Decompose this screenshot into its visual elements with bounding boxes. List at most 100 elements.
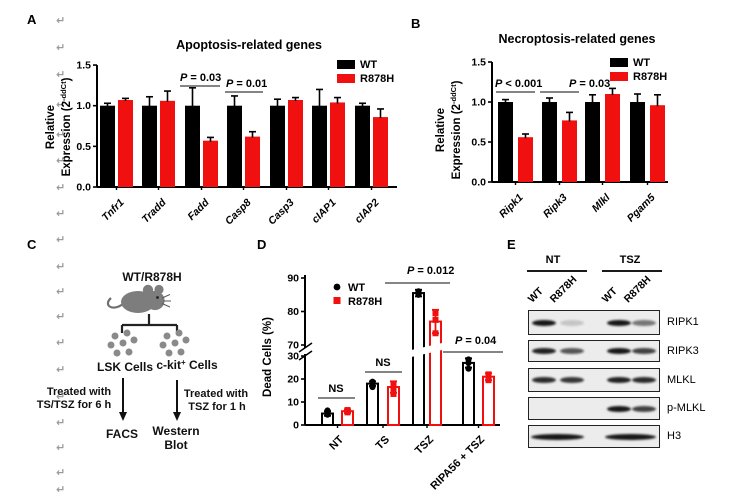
protein-band	[560, 319, 584, 326]
right-treatment-line1: Treated with	[184, 388, 248, 400]
mouse-icon	[106, 284, 171, 313]
blot-row-label: RIPK3	[667, 344, 699, 357]
panel-e-western-blot: NT TSZ WT R878H WT R878H RIPK1 RIPK3 MLKL p-MLKL H…	[505, 240, 735, 498]
panel-a-apoptosis-chart: Apoptosis-related genes Relative Expressio…	[45, 38, 397, 228]
x-category-label: Tradd	[140, 196, 169, 225]
y-tick-label: 1.5	[471, 57, 486, 69]
x-category-label: Ripk3	[541, 192, 570, 221]
p-value-label: P = 0.03	[180, 72, 221, 84]
data-point-square	[485, 371, 492, 378]
open-bar-R878H	[429, 320, 442, 426]
bar-WT	[100, 105, 115, 187]
legend-label: WT	[633, 57, 650, 69]
y-axis-label: Dead Cells (%)	[262, 317, 274, 397]
bar-WT	[142, 105, 157, 187]
legend-label: R878H	[360, 73, 394, 85]
y-tick-label: 0.5	[471, 137, 486, 149]
ns-label: NS	[375, 357, 390, 369]
western-arrow	[173, 380, 181, 421]
protein-band	[532, 319, 556, 326]
right-treatment-line2: TSZ for 1 h	[188, 401, 246, 413]
y-axis-label: Expression (2-ddCt)	[449, 80, 463, 179]
bar-WT	[227, 105, 242, 187]
bar-R878H	[373, 117, 388, 187]
x-category-label: Tnfr1	[100, 197, 127, 224]
bar-R878H	[118, 100, 133, 187]
line-break-mark: ↵	[56, 441, 66, 454]
data-point-square	[432, 310, 439, 317]
blot-box-ripk1	[528, 310, 660, 335]
blot-row-label: RIPK1	[667, 316, 699, 328]
legend-label: R878H	[633, 71, 667, 83]
western-output-line1: Western	[152, 424, 199, 438]
treatment-group-underline	[602, 270, 662, 272]
y-tick-label: 0.0	[76, 182, 91, 194]
data-point-circle	[465, 365, 472, 372]
data-point-circle	[369, 378, 376, 385]
lane-label: WT	[599, 285, 620, 306]
mouse-whiskers	[161, 294, 171, 308]
protein-band	[560, 348, 584, 354]
line-break-mark: ↵	[56, 154, 66, 167]
protein-band	[532, 348, 556, 354]
blot-row-label: H3	[667, 430, 682, 442]
treatment-group-label: NT	[545, 254, 561, 266]
protein-band	[607, 377, 631, 383]
mouse-genotype-label: WT/R878H	[122, 270, 181, 284]
data-point-square	[432, 330, 439, 337]
protein-band	[532, 377, 556, 383]
lane-label: R878H	[621, 273, 654, 306]
data-point-circle	[324, 407, 331, 414]
line-break-mark: ↵	[56, 390, 66, 403]
bar-R878H	[245, 136, 260, 187]
y-tick-label: 1.0	[76, 100, 91, 112]
y-tick-label: 20	[287, 374, 299, 386]
data-point-circle	[415, 288, 422, 295]
lsk-cell-cluster-icon	[107, 329, 138, 357]
lane-label: WT	[525, 285, 546, 306]
y-tick-label: 30	[287, 351, 299, 363]
protein-band	[531, 433, 584, 440]
line-break-mark: ↵	[56, 363, 66, 376]
bar-R878H	[518, 137, 533, 182]
legend-circle-marker	[333, 283, 341, 291]
protein-band	[607, 405, 631, 412]
blot-box-ripk3	[528, 340, 660, 362]
x-category-label: NT	[327, 433, 346, 452]
y-tick-label: 0.5	[76, 141, 91, 153]
legend-label: R878H	[348, 296, 382, 308]
bar-R878H	[330, 102, 345, 187]
y-axis-label: Expression (2-ddCt)	[59, 77, 73, 176]
line-break-mark: ↵	[56, 14, 66, 27]
line-break-mark: ↵	[56, 207, 66, 220]
panel-c-experiment-diagram: WT/R878H LSK Cells c-kit+ Cells	[37, 270, 249, 452]
bar-WT	[585, 102, 600, 182]
open-bar-WT	[412, 292, 425, 427]
y-tick-label: 10	[287, 397, 299, 409]
ckit-cell-cluster-icon	[159, 329, 190, 357]
axis-break-slash	[298, 350, 313, 361]
p-value-label: P = 0.03	[569, 78, 610, 90]
panel-c-label: C	[27, 237, 37, 252]
x-category-label: Mlkl	[590, 191, 614, 215]
x-category-label: Casp3	[266, 197, 297, 228]
bar-WT	[270, 105, 285, 187]
lane-label: R878H	[547, 273, 580, 306]
treatment-group-underline	[527, 270, 587, 272]
y-tick-label: 1.0	[471, 97, 486, 109]
x-category-label: Fadd	[185, 196, 212, 223]
y-tick-label: 70	[287, 340, 299, 352]
line-break-mark: ↵	[56, 285, 66, 298]
treatment-group-label: TSZ	[619, 254, 641, 266]
y-axis-label: Relative	[45, 105, 57, 149]
data-point-square	[390, 385, 397, 392]
line-break-mark: ↵	[56, 68, 66, 81]
protein-band	[607, 348, 631, 354]
protein-band	[632, 319, 656, 326]
panel-e-label: E	[507, 237, 516, 252]
y-tick-label: 0.0	[471, 177, 486, 189]
x-category-label: Ripk1	[497, 192, 526, 221]
y-tick-label: 90	[287, 273, 299, 285]
